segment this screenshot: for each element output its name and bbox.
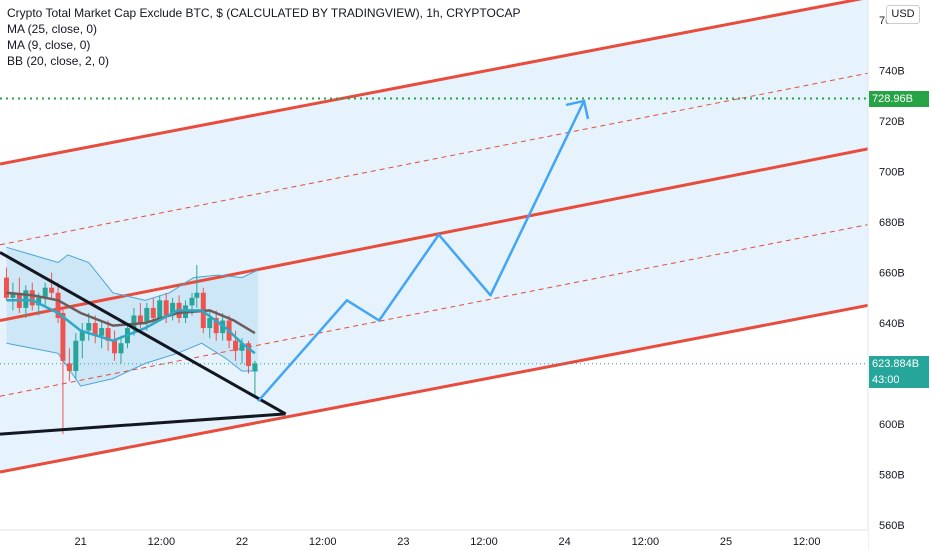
channel-lower-line (0, 303, 868, 474)
y-tick-label: 680B (879, 217, 905, 229)
target-price-label: 728.96B (869, 90, 929, 107)
ma9-line (6, 299, 256, 355)
symbol-title: Crypto Total Market Cap Exclude BTC, $ (… (7, 6, 521, 20)
x-tick-label: 12:00 (793, 536, 821, 548)
candle-body (60, 312, 66, 361)
x-tick-label: 21 (75, 536, 87, 548)
x-tick-label: 12:00 (470, 536, 498, 548)
candle-body (99, 328, 105, 336)
candle-body (245, 343, 251, 366)
wedge-top-line (0, 251, 287, 416)
candle-body (49, 287, 55, 293)
y-tick-label: 580B (879, 469, 905, 481)
candle-body (79, 330, 85, 341)
candle-body (213, 318, 219, 334)
x-tick-label: 12:00 (632, 536, 660, 548)
channel-group (0, 0, 868, 474)
candle-body (36, 297, 42, 306)
candle-body (252, 363, 258, 371)
candle-body (233, 340, 239, 351)
x-tick-label: 24 (559, 536, 571, 548)
y-tick-label: 700B (879, 167, 905, 179)
candle-body (118, 343, 124, 354)
candle-body (170, 302, 176, 316)
candle-body (3, 277, 9, 298)
candle-body (137, 315, 143, 324)
y-tick-label: 720B (879, 116, 905, 128)
candle-body (157, 300, 163, 318)
candle-body (144, 307, 150, 324)
candle-body (73, 340, 79, 371)
bb-upper-line (6, 246, 259, 301)
candle-body (239, 343, 245, 351)
y-tick-label: 660B (879, 268, 905, 280)
candle-body (163, 300, 169, 316)
x-tick-label: 12:00 (309, 536, 337, 548)
candle-body (194, 292, 200, 298)
time-axis-bg (0, 530, 868, 550)
candle-body (92, 323, 98, 336)
y-tick-label: 640B (879, 318, 905, 330)
indicator-ma25-label[interactable]: MA (25, close, 0) (7, 22, 98, 36)
indicator-bb-label[interactable]: BB (20, close, 2, 0) (7, 54, 110, 68)
indicator-ma9-label[interactable]: MA (9, close, 0) (7, 38, 91, 52)
candle-body (207, 318, 213, 329)
channel-mid-line (0, 147, 868, 322)
y-tick-label: 740B (879, 66, 905, 78)
projection-arrowhead (565, 99, 590, 120)
candle-body (29, 290, 35, 306)
last-price-label: 623.884B (869, 355, 929, 372)
bb-lower-line (6, 342, 259, 387)
countdown-label: 43:00 (869, 371, 929, 388)
x-tick-label: 22 (236, 536, 248, 548)
candle-body (189, 297, 195, 306)
x-tick-label: 23 (397, 536, 409, 548)
candle-body (10, 292, 16, 298)
channel-upper-line (0, 0, 863, 166)
chart-legend: Crypto Total Market Cap Exclude BTC, $ (… (7, 5, 521, 69)
y-tick-label: 560B (879, 520, 905, 532)
y-tick-label: 600B (879, 419, 905, 431)
projection-path (257, 100, 586, 403)
candle-body (86, 323, 92, 331)
x-tick-label: 25 (720, 536, 732, 548)
candle-body (131, 315, 137, 329)
channel-dashed-lower (0, 224, 868, 397)
channel-dashed-upper (0, 72, 868, 246)
candle-body (55, 292, 61, 318)
candle-body (42, 287, 48, 298)
currency-button[interactable]: USD (886, 5, 920, 24)
candle-body (66, 363, 72, 371)
wedge-bottom-line (0, 412, 286, 436)
candle-body (150, 307, 156, 318)
candle-body (105, 328, 111, 341)
candle-body (112, 340, 118, 354)
x-tick-label: 12:00 (148, 536, 176, 548)
